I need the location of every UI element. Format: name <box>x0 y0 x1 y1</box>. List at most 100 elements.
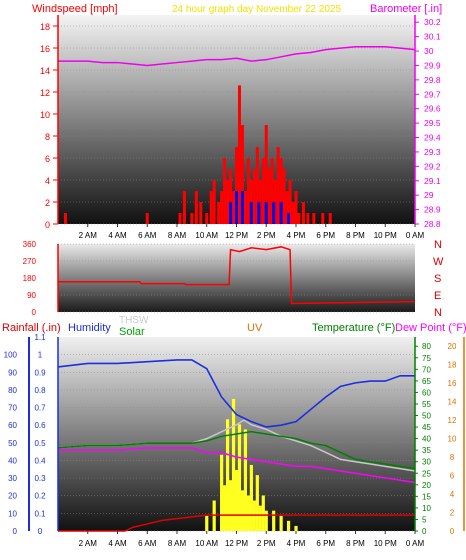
solar-bar <box>228 480 233 531</box>
x-tick-label: 4 PM <box>287 231 306 240</box>
windspeed-bar <box>301 202 305 224</box>
legend-solar: Solar <box>119 326 145 338</box>
windspeed-bar <box>182 191 186 224</box>
barometer-tick-label: 29.1 <box>424 176 441 186</box>
legend-humidity: Humidity <box>68 322 111 334</box>
chart-title: 24 hour graph day November 22 2025 <box>172 4 341 15</box>
windspeed-bar <box>306 213 310 224</box>
compass-label-n-bottom: N <box>434 307 442 319</box>
windspeed-bar <box>223 158 227 224</box>
barometer-tick-label: 30.1 <box>424 32 441 42</box>
solar-bar <box>264 510 268 531</box>
legend-thsw: THSW <box>119 315 149 326</box>
uv-tick-label: 16 <box>448 379 457 388</box>
humidity-tick-label: 90 <box>8 368 17 377</box>
uv-tick-label: 10 <box>448 435 457 444</box>
x-tick-label: 2 AM <box>79 539 98 548</box>
windspeed-bar <box>264 125 268 224</box>
grid-lines <box>58 25 415 532</box>
solar-bar <box>220 454 224 531</box>
x-tick-label: 8 AM <box>168 539 187 548</box>
humidity-tick-label: 10 <box>8 509 17 518</box>
temp-tick-label: 50 <box>422 412 431 421</box>
humidity-tick-label: 60 <box>8 421 17 430</box>
rainfall-line <box>58 514 415 532</box>
solar-bar <box>279 515 283 531</box>
compass-label-e: E <box>434 290 441 302</box>
temp-tick-label: 25 <box>422 469 431 478</box>
x-tick-label: 2 PM <box>257 539 276 548</box>
temp-tick-label: 75 <box>422 354 431 363</box>
compass-label-n-top: N <box>434 239 442 251</box>
windspeed-tick-label: 4 <box>45 176 50 186</box>
windspeed-bar <box>328 213 332 224</box>
barometer-tick-label: 29.7 <box>424 89 441 99</box>
x-tick-label: 0 AM <box>406 539 425 548</box>
uv-tick-label: 8 <box>450 453 455 462</box>
temp-tick-label: 15 <box>422 492 431 501</box>
windspeed-bar <box>240 125 244 224</box>
windspeed-bar <box>232 191 236 224</box>
uv-tick-label: 20 <box>448 342 457 351</box>
solar-bar <box>231 398 236 531</box>
barometer-axis-label: Barometer [.in] <box>370 3 442 15</box>
barometer-tick-label: 28.9 <box>424 205 441 215</box>
windspeed-tick-label: 14 <box>40 66 50 76</box>
uv-tick-label: 12 <box>448 416 457 425</box>
wind-gust-bar <box>272 202 276 224</box>
uv-tick-label: 14 <box>448 398 457 407</box>
uv-tick-label: 2 <box>450 509 455 518</box>
humidity-tick-label: 50 <box>8 439 17 448</box>
humidity-tick-label: 70 <box>8 404 17 413</box>
solar-bar <box>240 490 245 531</box>
windspeed-bar <box>270 158 274 224</box>
barometer-tick-label: 29.3 <box>424 147 441 157</box>
temp-tick-label: 45 <box>422 423 431 432</box>
solar-bar <box>286 520 291 531</box>
rainfall-tick-label: 0.7 <box>34 404 46 413</box>
temp-tick-label: 55 <box>422 400 431 409</box>
rainfall-tick-label: 0.2 <box>34 492 46 501</box>
windspeed-bar <box>229 169 233 224</box>
windspeed-bar <box>285 191 289 224</box>
x-tick-label: 4 AM <box>108 231 127 240</box>
windspeed-tick-label: 10 <box>40 110 50 120</box>
rainfall-tick-label: 0.8 <box>34 386 46 395</box>
windspeed-bar <box>209 191 213 224</box>
temp-tick-label: 35 <box>422 446 431 455</box>
x-tick-label: 6 AM <box>138 539 157 548</box>
windspeed-tick-label: 0 <box>45 220 50 230</box>
windspeed-bar <box>63 213 67 224</box>
rainfall-tick-label: 0.5 <box>34 439 46 448</box>
barometer-tick-label: 29.4 <box>424 133 441 143</box>
rainfall-tick-label: 0.1 <box>34 509 46 518</box>
solar-bar <box>294 525 298 531</box>
rainfall-tick-label: 0 <box>38 527 43 536</box>
barometer-tick-label: 29.6 <box>424 104 441 114</box>
barometer-tick-label: 29.9 <box>424 60 441 70</box>
windspeed-bar <box>246 158 250 224</box>
axes: 02468101214161828.828.92929.129.229.329.… <box>4 15 465 548</box>
windspeed-bar <box>243 191 247 224</box>
x-tick-label: 10 AM <box>195 231 218 240</box>
legend-uv: UV <box>247 322 263 334</box>
x-tick-label: 10 AM <box>195 539 218 548</box>
solar-bar <box>246 495 250 531</box>
windspeed-bar <box>294 191 298 224</box>
barometer-tick-label: 30.2 <box>424 17 441 27</box>
windspeed-bar <box>235 147 238 224</box>
windspeed-bar <box>226 180 230 224</box>
x-tick-label: 10 PM <box>374 231 397 240</box>
x-tick-label: 6 AM <box>138 231 157 240</box>
x-tick-label: 12 PM <box>225 539 248 548</box>
legend-rainfall: Rainfall (.in) <box>2 322 61 334</box>
windspeed-bar <box>279 158 283 224</box>
windspeed-bar <box>199 202 203 224</box>
temp-tick-label: 70 <box>422 365 431 374</box>
x-tick-label: 12 PM <box>225 231 248 240</box>
barometer-tick-label: 29 <box>424 190 434 200</box>
temp-tick-label: 5 <box>422 515 427 524</box>
windspeed-bar <box>145 213 149 224</box>
solar-bar <box>237 424 242 531</box>
barometer-tick-label: 29.8 <box>424 75 441 85</box>
